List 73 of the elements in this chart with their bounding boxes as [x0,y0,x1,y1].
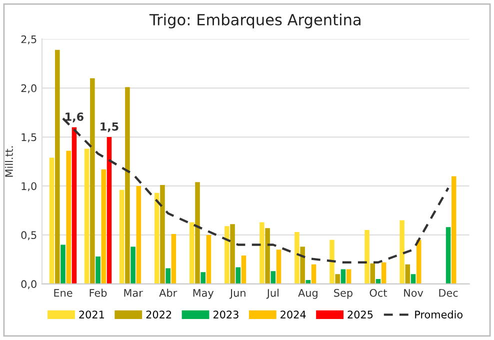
bar [370,263,376,284]
bar [200,272,206,284]
bar [446,227,451,284]
bar [119,190,124,284]
bar [265,228,270,284]
x-tick-label: Oct [370,288,387,297]
bar [381,262,386,284]
bar [260,222,264,284]
bar [136,186,142,284]
bar [84,148,90,284]
x-tick-label: Nov [404,289,424,297]
x-tick-label: Jun [229,289,246,299]
y-axis-title: Mill.tt. [4,146,13,177]
bar [300,246,305,284]
bar [276,250,282,284]
bar [96,256,100,284]
bar [160,185,165,284]
bar [311,264,316,284]
y-tick-label: 1,0 [22,182,36,192]
bar [340,269,346,284]
bar [230,224,235,284]
y-tick-label: 0,0 [21,280,36,290]
data-label: 1,6 [66,112,84,122]
x-tick-label: Abr [159,288,178,297]
legend-label: 2025 [348,310,373,318]
bar [166,268,170,284]
bar [171,234,176,284]
y-tick-label: 2,0 [21,84,36,94]
bar [106,137,112,284]
x-tick-label: May [193,289,214,299]
y-tick-label: 0,5 [21,231,36,240]
bar [66,150,71,284]
bar [49,158,54,284]
bar [60,244,66,284]
bar [125,87,130,284]
bar [270,271,276,284]
bar [72,127,77,284]
bar [236,267,241,284]
bar [90,78,95,284]
x-tick-label: Sep [334,288,352,299]
legend-label: 2022 [146,310,172,318]
legend-label: Promedio [415,310,462,318]
bar [195,182,200,284]
bar [154,192,160,284]
bar [452,176,456,284]
legend-label: 2021 [79,310,104,318]
x-tick-label: Mar [124,289,143,297]
bar [346,269,352,284]
bar [206,234,212,284]
bar [400,220,404,284]
x-tick-label: Dec [439,289,458,297]
bar [55,50,60,284]
x-tick-label: Feb [90,288,107,297]
bar [294,232,300,284]
bar [335,274,340,284]
bar [364,230,370,284]
bar [101,169,106,284]
legend-label: 2024 [280,310,306,318]
y-tick-label: 2,5 [21,35,36,44]
bar [130,246,136,284]
bar [241,256,246,284]
x-tick-label: Jul [266,288,278,299]
bar [405,264,410,284]
x-tick-label: Ene [54,289,72,297]
data-label: 1,5 [100,122,118,132]
bar [190,222,194,284]
bar [410,274,416,284]
chart-title: Trigo: Embarques Argentina [149,14,360,28]
y-tick-label: 1,5 [22,133,36,142]
legend-label: 2023 [213,310,238,318]
bar [224,226,230,284]
bar [330,240,334,284]
x-tick-label: Aug [298,289,318,299]
